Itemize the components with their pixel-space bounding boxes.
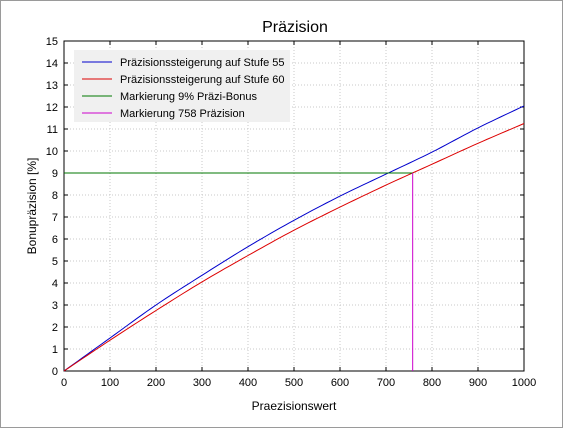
- x-tick-label: 500: [285, 377, 303, 389]
- y-tick-label: 11: [47, 124, 58, 136]
- x-tick-label: 200: [147, 377, 165, 389]
- x-tick-label: 1000: [512, 377, 536, 389]
- x-axis-ticks: 0 100 200 300 400 500 600 700 800 900 1000: [61, 41, 536, 389]
- x-tick-label: 100: [101, 377, 119, 389]
- series-line-0: [63, 105, 525, 372]
- y-tick-label: 0: [52, 366, 58, 378]
- x-tick-label: 300: [193, 377, 211, 389]
- x-axis-title: Praezisionswert: [252, 399, 337, 413]
- y-tick-label: 2: [52, 322, 58, 334]
- series-line-1: [63, 123, 525, 372]
- y-tick-label: 3: [52, 300, 58, 312]
- y-tick-label: 5: [52, 256, 58, 268]
- y-axis-title: Bonupräzision [%]: [25, 158, 39, 255]
- y-tick-label: 15: [46, 36, 58, 48]
- y-tick-label: 8: [52, 190, 58, 202]
- legend-label: Markierung 9% Präzi-Bonus: [120, 91, 257, 103]
- legend: Präzisionssteigerung auf Stufe 55 Präzisi…: [74, 50, 290, 122]
- legend-label: Markierung 758 Präzision: [120, 108, 245, 120]
- x-tick-label: 900: [469, 377, 487, 389]
- series-lines: [63, 105, 525, 372]
- y-tick-label: 10: [46, 146, 58, 158]
- y-tick-label: 12: [46, 102, 58, 114]
- x-tick-label: 0: [61, 377, 67, 389]
- y-tick-label: 6: [52, 234, 58, 246]
- legend-label: Präzisionssteigerung auf Stufe 60: [120, 74, 285, 86]
- x-tick-label: 400: [239, 377, 257, 389]
- y-tick-label: 14: [46, 58, 58, 70]
- legend-label: Präzisionssteigerung auf Stufe 55: [120, 57, 285, 69]
- x-tick-label: 800: [423, 377, 441, 389]
- x-tick-label: 700: [377, 377, 395, 389]
- y-tick-label: 4: [52, 278, 58, 290]
- y-tick-label: 1: [52, 344, 58, 356]
- y-tick-label: 7: [52, 212, 58, 224]
- y-tick-label: 13: [46, 80, 58, 92]
- chart-title: Präzision: [262, 19, 328, 36]
- y-tick-label: 9: [52, 168, 58, 180]
- legend-items: Präzisionssteigerung auf Stufe 55 Präzisi…: [82, 57, 285, 120]
- x-tick-label: 600: [331, 377, 349, 389]
